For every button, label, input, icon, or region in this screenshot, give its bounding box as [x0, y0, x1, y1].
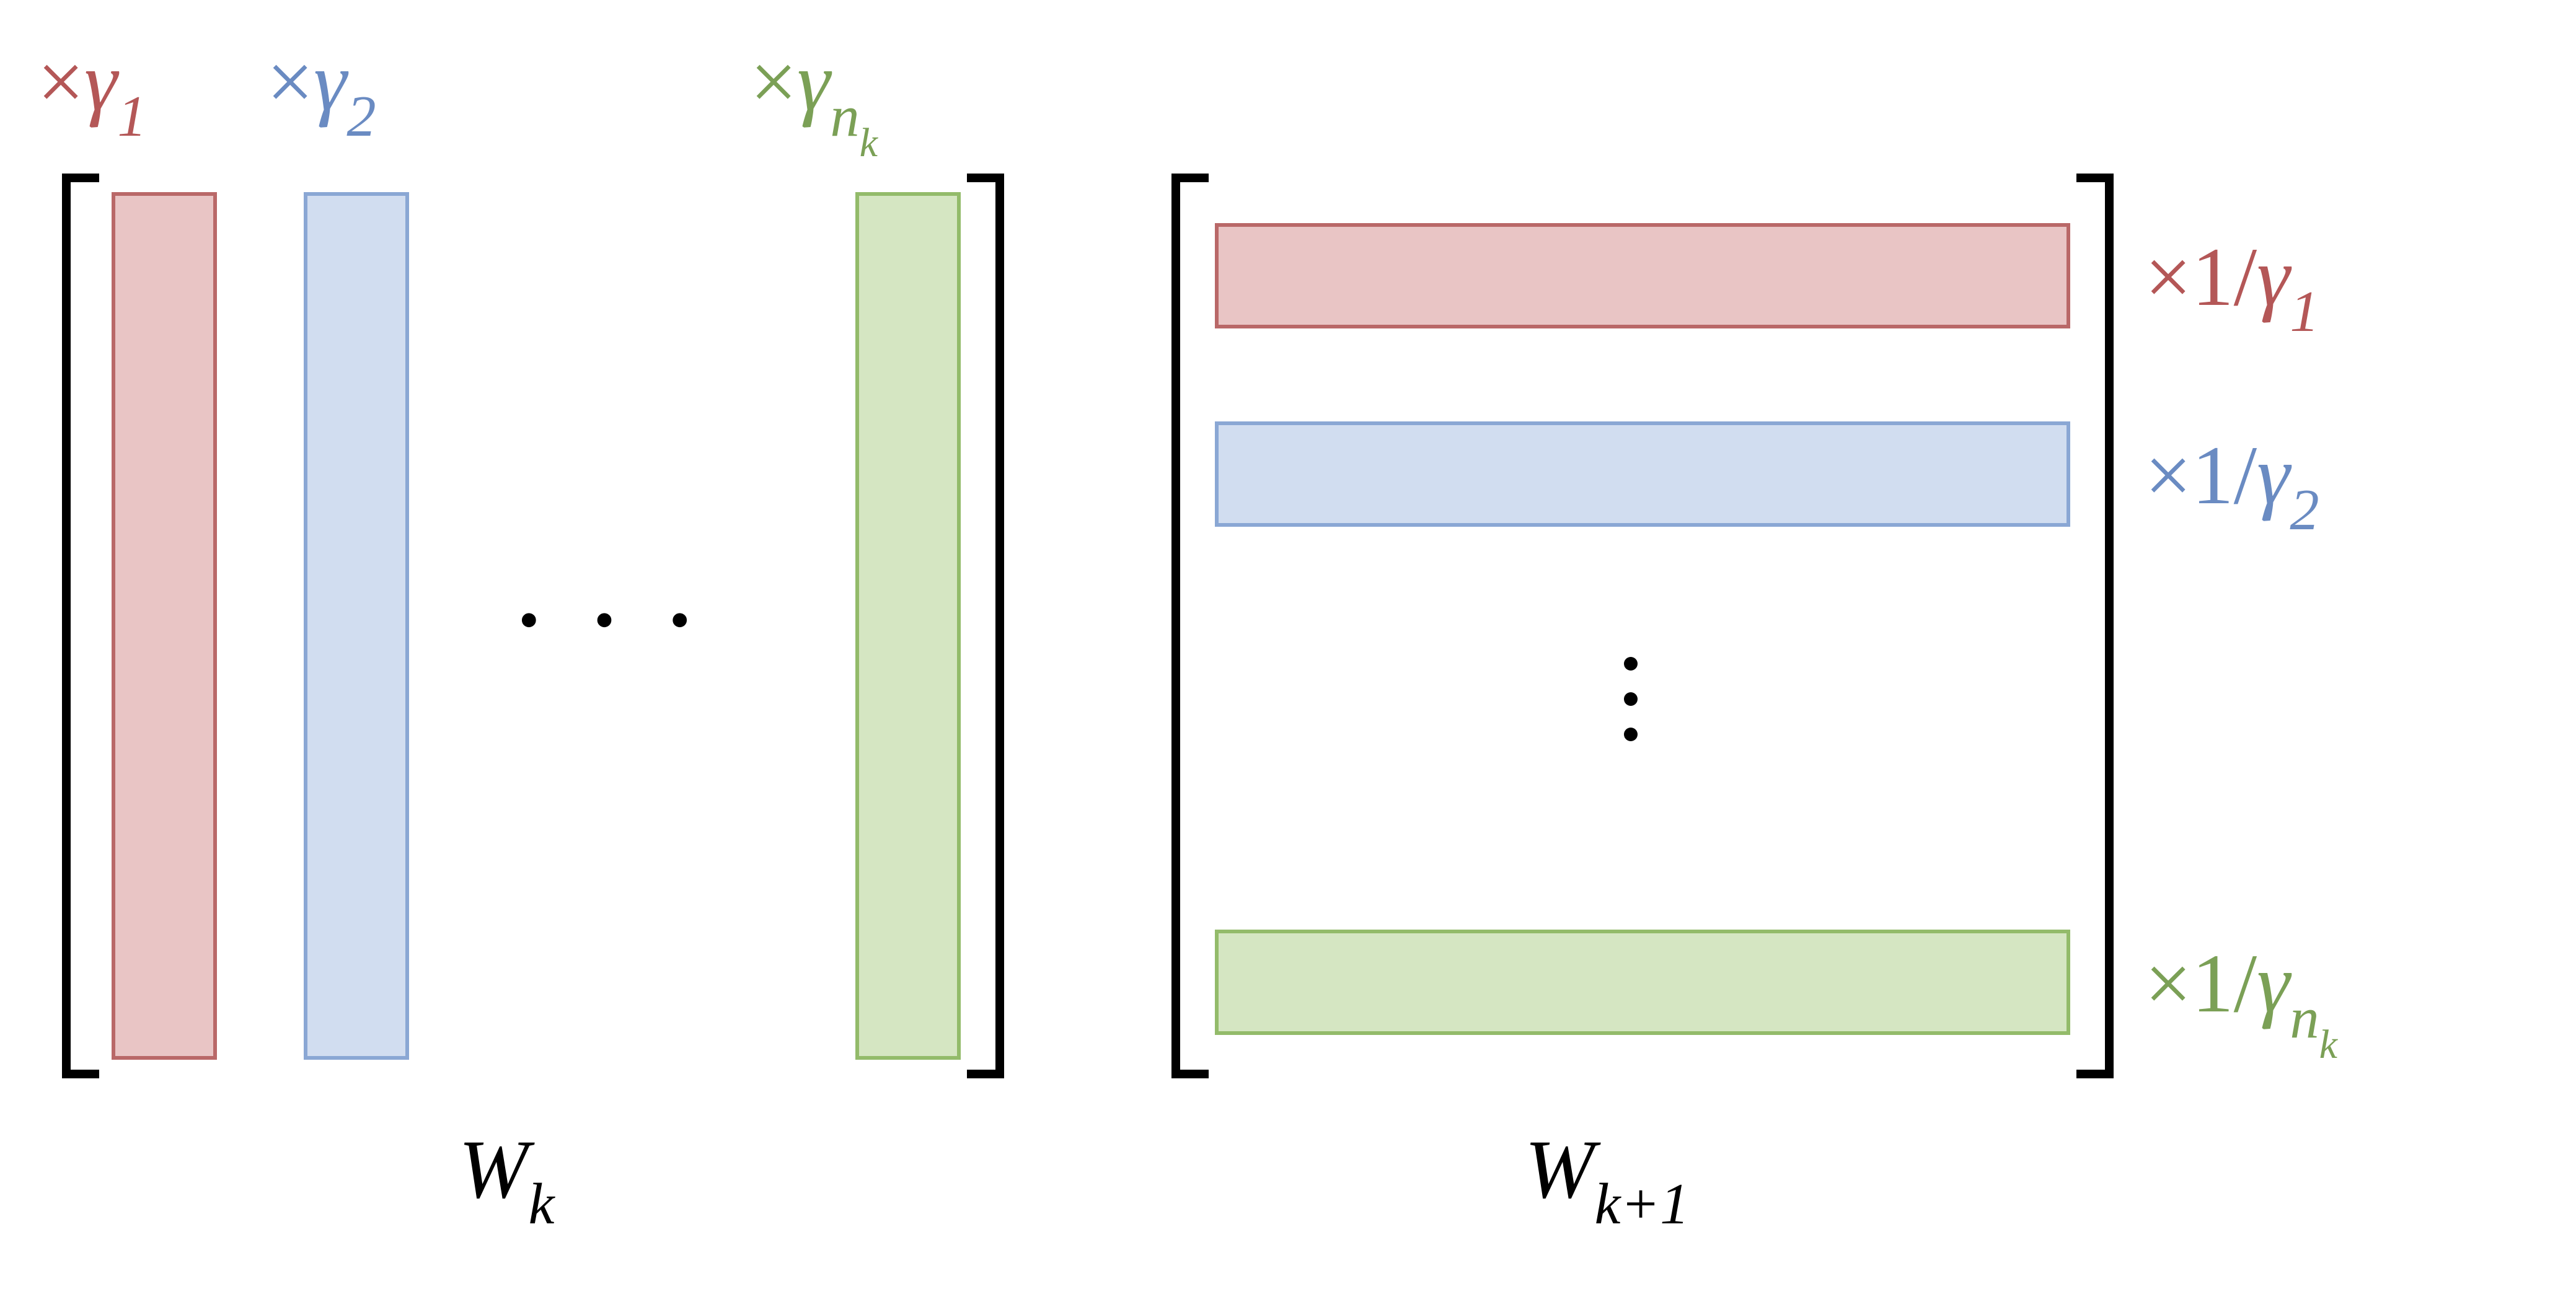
- row-scale-label: ×1/γnk: [2145, 936, 2337, 1052]
- vertical-dots: [1624, 657, 1638, 741]
- col-rect: [112, 192, 217, 1060]
- matrix-bracket-right: [2076, 174, 2114, 1078]
- matrix-bracket-left: [1171, 174, 1209, 1078]
- row-rect: [1215, 223, 2070, 328]
- row-scale-label: ×1/γ2: [2145, 428, 2319, 535]
- matrix-bracket-right: [967, 174, 1004, 1078]
- col-scale-label: ×γnk: [750, 34, 878, 150]
- col-rect: [855, 192, 961, 1060]
- col-scale-label: ×γ1: [37, 34, 147, 141]
- row-rect: [1215, 930, 2070, 1035]
- col-rect: [304, 192, 409, 1060]
- horizontal-dots: · · ·: [514, 570, 707, 670]
- matrix-bracket-left: [62, 174, 99, 1078]
- row-scale-label: ×1/γ1: [2145, 229, 2319, 337]
- matrix-name-label: Wk+1: [1525, 1122, 1689, 1229]
- matrix-name-label: Wk: [459, 1122, 554, 1229]
- col-scale-label: ×γ2: [267, 34, 376, 141]
- row-rect: [1215, 421, 2070, 527]
